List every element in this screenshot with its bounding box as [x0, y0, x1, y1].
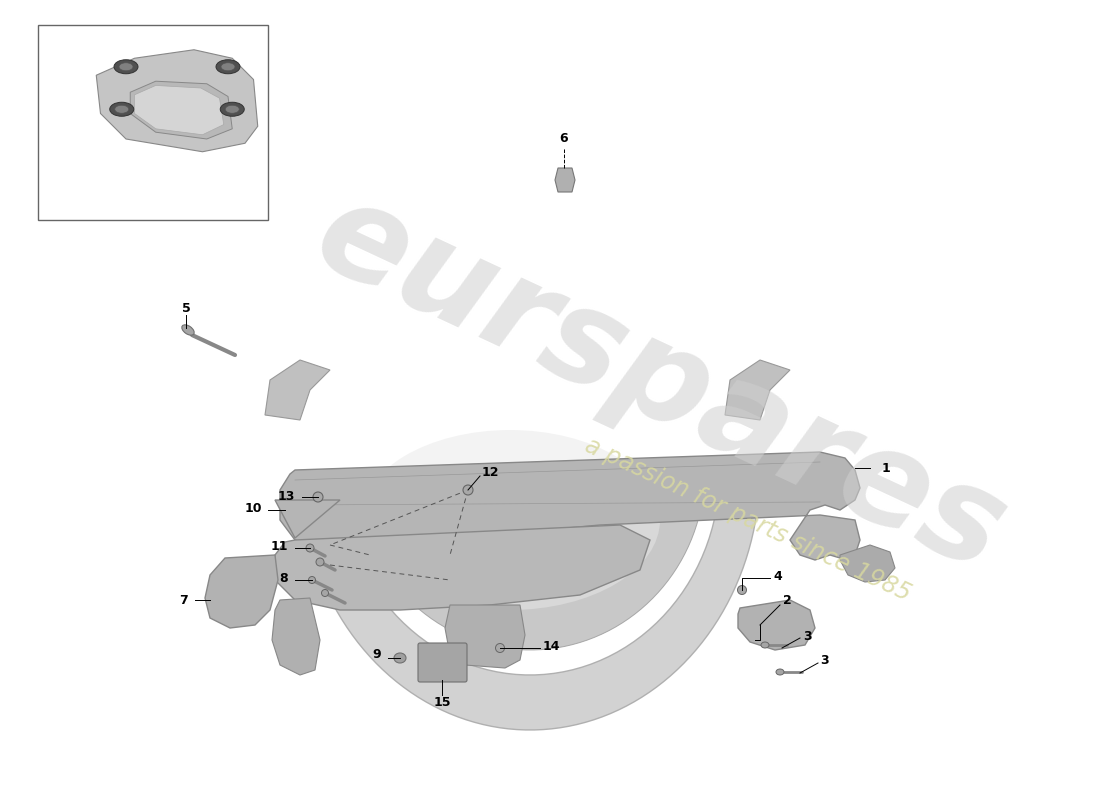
- Polygon shape: [205, 555, 278, 628]
- Bar: [39, 25, 268, 220]
- Text: 4: 4: [773, 570, 782, 583]
- Polygon shape: [556, 168, 575, 192]
- Ellipse shape: [761, 642, 769, 648]
- Ellipse shape: [226, 106, 240, 114]
- Polygon shape: [301, 488, 759, 730]
- Text: 11: 11: [271, 541, 288, 554]
- Polygon shape: [361, 500, 698, 650]
- Polygon shape: [446, 605, 525, 668]
- Ellipse shape: [306, 544, 313, 552]
- Ellipse shape: [110, 102, 134, 116]
- Ellipse shape: [321, 590, 329, 597]
- Polygon shape: [97, 50, 257, 152]
- Ellipse shape: [308, 577, 316, 583]
- Text: 10: 10: [244, 502, 262, 514]
- Text: 12: 12: [482, 466, 499, 478]
- Ellipse shape: [114, 106, 129, 114]
- Polygon shape: [738, 600, 815, 650]
- Polygon shape: [134, 86, 223, 134]
- Text: 5: 5: [182, 302, 190, 314]
- Polygon shape: [275, 525, 650, 610]
- Polygon shape: [725, 360, 790, 420]
- Text: 7: 7: [179, 594, 188, 606]
- Polygon shape: [265, 360, 330, 420]
- Ellipse shape: [182, 325, 195, 335]
- Ellipse shape: [119, 62, 133, 70]
- Text: 1: 1: [882, 462, 891, 474]
- Text: 6: 6: [560, 131, 569, 145]
- Ellipse shape: [737, 586, 747, 594]
- Ellipse shape: [776, 669, 784, 675]
- Text: 8: 8: [279, 571, 288, 585]
- Polygon shape: [280, 452, 860, 560]
- Ellipse shape: [463, 485, 473, 495]
- Ellipse shape: [495, 643, 505, 653]
- Ellipse shape: [394, 653, 406, 663]
- Ellipse shape: [114, 60, 138, 74]
- Polygon shape: [130, 82, 232, 139]
- Text: 9: 9: [373, 649, 381, 662]
- Ellipse shape: [220, 102, 244, 116]
- Polygon shape: [275, 500, 340, 538]
- Ellipse shape: [314, 492, 323, 502]
- Text: 3: 3: [820, 654, 828, 666]
- Text: 13: 13: [277, 490, 295, 502]
- Polygon shape: [272, 598, 320, 675]
- Text: 3: 3: [803, 630, 812, 642]
- Text: a passion for parts since 1985: a passion for parts since 1985: [581, 434, 915, 606]
- Ellipse shape: [316, 558, 324, 566]
- FancyBboxPatch shape: [418, 643, 468, 682]
- Text: eurspares: eurspares: [296, 170, 1024, 598]
- Ellipse shape: [216, 60, 240, 74]
- Ellipse shape: [360, 430, 660, 610]
- Polygon shape: [840, 545, 895, 582]
- Text: 15: 15: [433, 697, 451, 710]
- Ellipse shape: [221, 62, 235, 70]
- Text: 2: 2: [783, 594, 792, 606]
- Text: 14: 14: [543, 641, 561, 654]
